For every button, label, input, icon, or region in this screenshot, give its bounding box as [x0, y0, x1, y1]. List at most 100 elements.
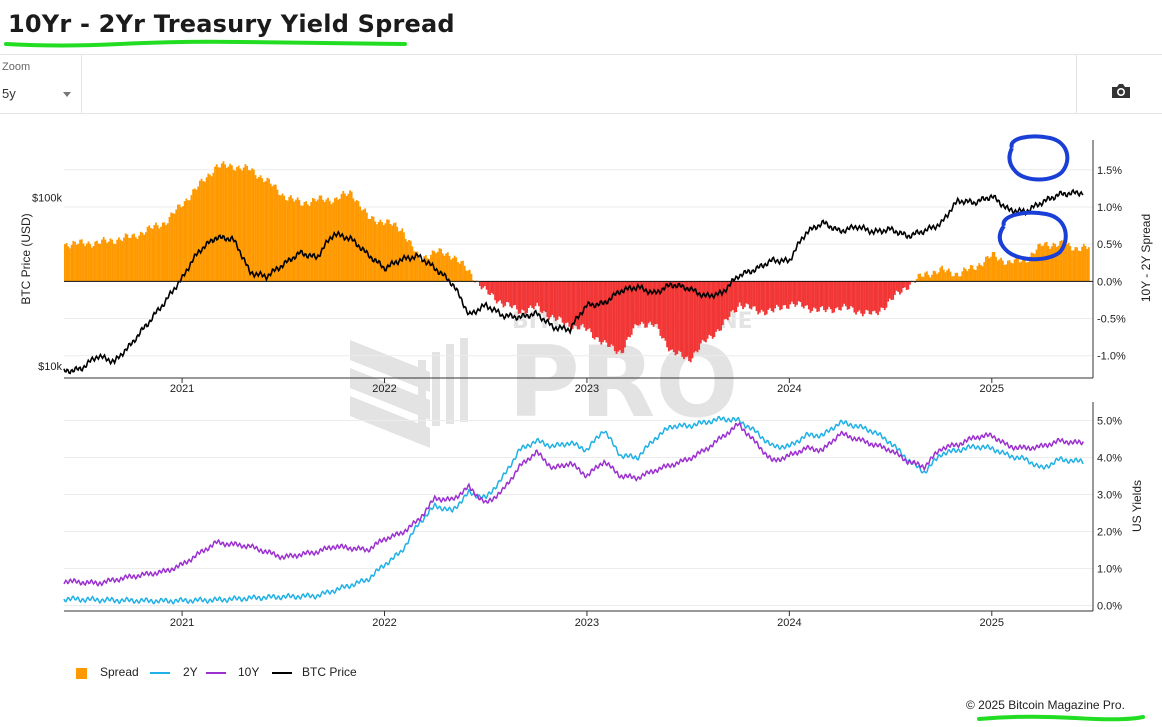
- spread-bar: [229, 163, 232, 282]
- spread-bar: [431, 250, 434, 282]
- spread-bar: [947, 268, 950, 282]
- spread-bar: [320, 195, 323, 282]
- camera-icon[interactable]: [1110, 81, 1132, 101]
- spread-bar: [558, 281, 561, 317]
- spread-bar: [752, 281, 755, 307]
- spread-bar: [590, 281, 593, 333]
- spread-bar: [548, 281, 550, 320]
- spread-bar: [1060, 240, 1063, 282]
- spread-bar: [860, 281, 863, 314]
- spread-bar: [448, 255, 451, 282]
- spread-bar: [644, 281, 647, 328]
- spread-bar: [961, 271, 964, 282]
- spread-bar: [934, 271, 937, 282]
- spread-bar: [301, 205, 304, 282]
- square-marker-icon: [76, 668, 87, 679]
- spread-bar: [1086, 248, 1089, 282]
- two-year-line: [63, 415, 1084, 605]
- legend-item-btc-price[interactable]: BTC Price: [272, 664, 362, 682]
- legend-item-2y[interactable]: 2Y: [150, 664, 200, 682]
- spread-bar: [848, 281, 851, 309]
- spread-bar: [559, 281, 562, 318]
- legend-item-spread[interactable]: Spread: [76, 664, 146, 682]
- annotation-circles: [997, 134, 1070, 262]
- spread-bar: [92, 245, 95, 282]
- spread-bar: [89, 244, 92, 282]
- spread-bar: [357, 201, 360, 282]
- spread-bar: [411, 246, 414, 282]
- spread-bar: [315, 201, 318, 282]
- spread-bar: [802, 281, 805, 309]
- spread-bar: [507, 281, 510, 303]
- spread-bar: [65, 243, 68, 282]
- spread-bar: [711, 281, 714, 339]
- spread-bar: [1010, 262, 1013, 282]
- spread-bar: [954, 272, 957, 282]
- spread-bar: [850, 281, 852, 307]
- spread-bar: [310, 202, 313, 282]
- legend-label: 2Y: [183, 665, 198, 679]
- zoom-select[interactable]: 5y: [0, 79, 78, 107]
- spread-bar: [300, 205, 302, 282]
- spread-bar: [581, 281, 584, 324]
- spread-bar: [1012, 263, 1014, 282]
- spread-bar: [1064, 246, 1067, 282]
- spread-bar: [988, 258, 991, 282]
- spread-bar: [662, 281, 665, 338]
- spread-bar: [281, 193, 284, 282]
- spread-bar: [445, 253, 448, 282]
- legend-item-10y[interactable]: 10Y: [206, 664, 266, 682]
- spread-bar: [423, 256, 426, 282]
- spread-bar: [516, 281, 518, 310]
- spread-bar: [791, 281, 793, 302]
- spread-bar: [620, 281, 623, 354]
- x-tick-label: 2024: [777, 617, 801, 629]
- spread-bar: [821, 281, 824, 307]
- spread-bar: [171, 213, 174, 282]
- spread-bar: [915, 279, 918, 282]
- spread-bar: [853, 281, 856, 313]
- spread-bar: [715, 281, 717, 332]
- spread-bar: [116, 239, 119, 282]
- series-lines: [63, 188, 1085, 605]
- spread-bar: [667, 281, 670, 352]
- spread-bar: [1000, 257, 1003, 282]
- spread-bar: [82, 243, 85, 282]
- spread-bar: [563, 281, 566, 326]
- spread-bar: [875, 281, 878, 314]
- spread-bar: [900, 281, 903, 293]
- spread-bar: [355, 200, 358, 282]
- spread-bar: [922, 276, 925, 282]
- spread-bar: [699, 281, 702, 344]
- spread-bar: [460, 261, 463, 282]
- spread-bar: [419, 260, 422, 282]
- spread-bar: [828, 281, 830, 307]
- spread-bar: [428, 259, 431, 282]
- spread-bar: [801, 281, 803, 307]
- spread-bar: [231, 165, 233, 282]
- spread-bar: [824, 281, 827, 313]
- spread-bar: [139, 231, 142, 282]
- spread-bar: [672, 281, 675, 353]
- spread-bar: [811, 281, 814, 311]
- spread-bar: [160, 226, 162, 282]
- spread-bar: [247, 170, 250, 282]
- y-tick-label-right: 3.0%: [1097, 489, 1122, 501]
- spread-bar: [919, 273, 922, 282]
- spread-bar: [148, 225, 151, 282]
- spread-bar: [902, 281, 905, 289]
- spread-bar: [892, 281, 895, 300]
- spread-bar: [789, 281, 792, 305]
- spread-bar: [384, 223, 387, 282]
- spread-bar: [885, 281, 888, 308]
- spread-bar: [539, 281, 542, 312]
- spread-bar: [1039, 243, 1041, 282]
- spread-bar: [499, 281, 502, 301]
- spread-bar: [833, 281, 836, 313]
- spread-bar: [775, 281, 778, 305]
- spread-bar: [1035, 249, 1038, 282]
- spread-bar: [1042, 245, 1045, 282]
- spread-bar: [721, 281, 724, 326]
- spread-bar: [964, 268, 967, 282]
- spread-bar: [497, 281, 500, 302]
